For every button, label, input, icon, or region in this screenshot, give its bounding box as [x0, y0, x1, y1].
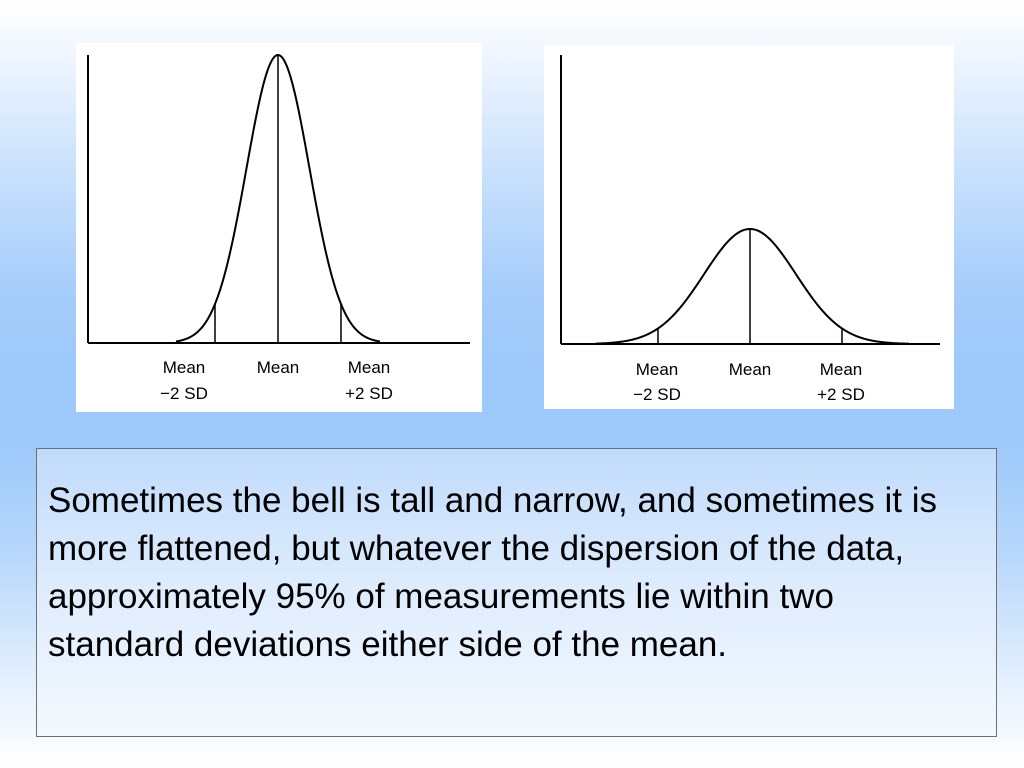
- minus-2sd-label-line2: −2 SD: [160, 384, 208, 403]
- bell-curve-flattened: Mean −2 SD Mean Mean +2 SD: [544, 45, 954, 409]
- plus-2sd-label-line2: +2 SD: [345, 384, 393, 403]
- caption-text: Sometimes the bell is tall and narrow, a…: [48, 481, 937, 664]
- bell-curve-flattened-plot: Mean −2 SD Mean Mean +2 SD: [560, 55, 940, 404]
- mean-label: Mean: [729, 360, 772, 379]
- plus-2sd-label-line2: +2 SD: [817, 385, 865, 404]
- minus-2sd-label-line2: −2 SD: [633, 385, 681, 404]
- bell-curve: [595, 227, 910, 345]
- mean-label: Mean: [257, 358, 300, 377]
- caption-box: Sometimes the bell is tall and narrow, a…: [36, 448, 997, 737]
- minus-2sd-label-line1: Mean: [636, 360, 679, 379]
- bell-curve-tall-narrow: Mean −2 SD Mean Mean +2 SD: [76, 43, 482, 412]
- minus-2sd-label-line1: Mean: [163, 358, 206, 377]
- plus-2sd-label-line1: Mean: [348, 358, 391, 377]
- plus-2sd-label-line1: Mean: [820, 360, 863, 379]
- bell-curve-tall-narrow-plot: Mean −2 SD Mean Mean +2 SD: [87, 53, 470, 403]
